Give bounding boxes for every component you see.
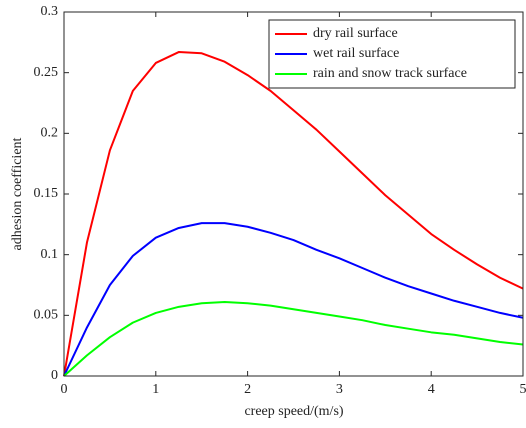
y-tick-label: 0.3: [41, 4, 59, 19]
legend-label: wet rail surface: [313, 46, 399, 61]
legend-label: rain and snow track surface: [313, 66, 467, 81]
x-tick-label: 5: [520, 382, 526, 397]
y-tick-label: 0.15: [34, 186, 59, 201]
x-tick-label: 4: [428, 382, 435, 397]
x-tick-label: 1: [152, 382, 159, 397]
y-tick-label: 0: [51, 368, 58, 383]
axes-box: [63, 11, 524, 377]
legend-label: dry rail surface: [313, 26, 398, 41]
legend-box: [268, 19, 516, 89]
line: [63, 300, 524, 377]
x-tick-label: 3: [336, 382, 343, 397]
y-tick-label: 0.05: [34, 308, 59, 323]
x-axis-label: creep speed/(m/s): [244, 404, 343, 419]
y-axis-label: adhesion coefficient: [10, 137, 25, 250]
line: [63, 222, 524, 377]
y-tick-label: 0.1: [41, 247, 59, 262]
y-tick-label: 0.2: [41, 126, 59, 141]
y-tick-label: 0.25: [34, 65, 59, 80]
x-tick-label: 2: [244, 382, 251, 397]
line: [63, 51, 524, 377]
x-tick-label: 0: [61, 382, 68, 397]
